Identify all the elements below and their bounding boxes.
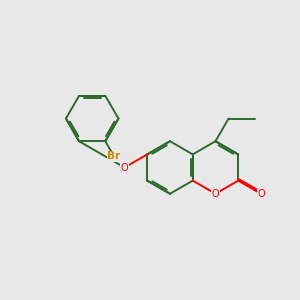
Text: O: O <box>257 189 265 199</box>
Text: Br: Br <box>107 151 120 161</box>
Text: O: O <box>121 163 128 172</box>
Text: O: O <box>212 189 219 199</box>
